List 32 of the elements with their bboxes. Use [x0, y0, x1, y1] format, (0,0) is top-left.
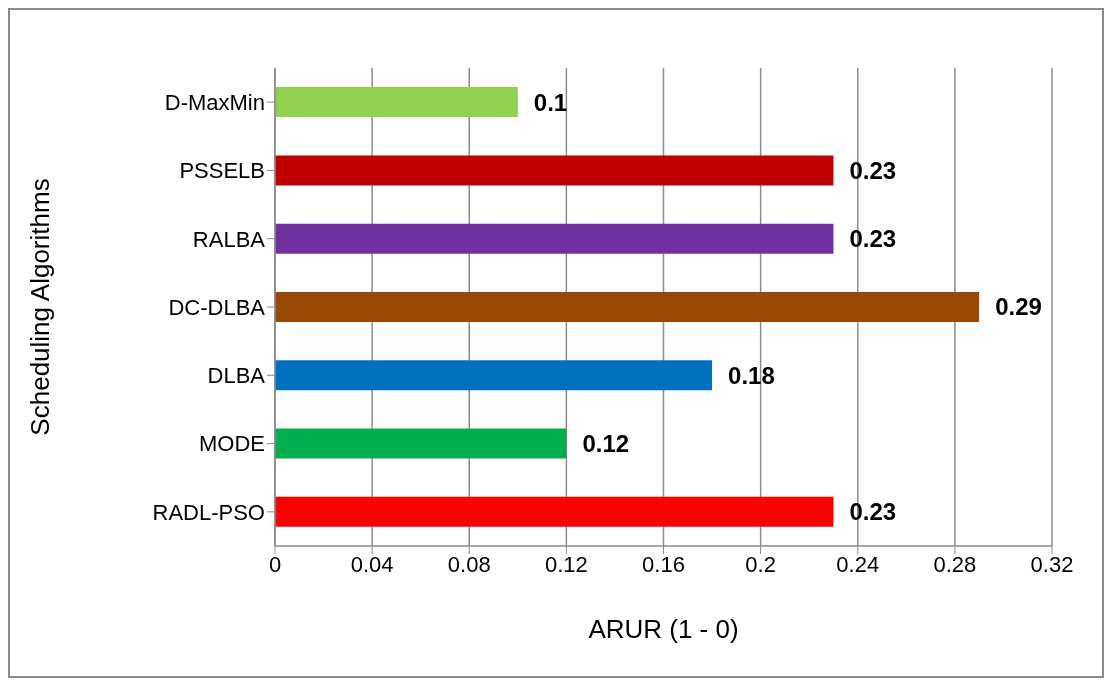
y-tick-label: RALBA — [192, 226, 266, 252]
bar — [275, 155, 834, 186]
x-tick-label: 0.04 — [350, 551, 394, 577]
x-tick-label: 0 — [268, 551, 282, 577]
x-tick-label: 0.08 — [447, 551, 491, 577]
x-tick-label: 0.28 — [933, 551, 977, 577]
data-label: 0.23 — [849, 498, 897, 526]
y-tick-label: DC-DLBA — [168, 294, 266, 320]
x-tick-label: 0.24 — [836, 551, 880, 577]
y-tick-label: PSSELB — [179, 158, 265, 184]
y-tick-label: D-MaxMin — [164, 89, 265, 115]
data-label: 0.18 — [728, 361, 775, 389]
bar — [275, 87, 518, 118]
bar — [275, 428, 567, 459]
y-axis-title: Scheduling Algorithms — [25, 178, 56, 436]
x-tick-label: 0.12 — [544, 551, 588, 577]
x-tick-label: 0.2 — [745, 551, 776, 577]
y-tick-label: RADL-PSO — [152, 499, 265, 525]
y-tick-label: DLBA — [207, 363, 266, 389]
y-tick-label: MODE — [199, 431, 265, 457]
data-label: 0.12 — [582, 430, 630, 458]
bar — [275, 360, 713, 391]
x-axis-title: ARUR (1 - 0) — [588, 614, 739, 644]
data-label: 0.1 — [533, 88, 568, 116]
x-tick-label: 0.16 — [642, 551, 685, 577]
x-tick-label: 0.32 — [1030, 551, 1074, 577]
bar — [275, 496, 834, 527]
bar — [275, 291, 980, 322]
data-label: 0.23 — [849, 156, 897, 184]
data-label: 0.23 — [849, 225, 897, 253]
bar — [275, 223, 834, 254]
data-label: 0.29 — [995, 293, 1042, 321]
